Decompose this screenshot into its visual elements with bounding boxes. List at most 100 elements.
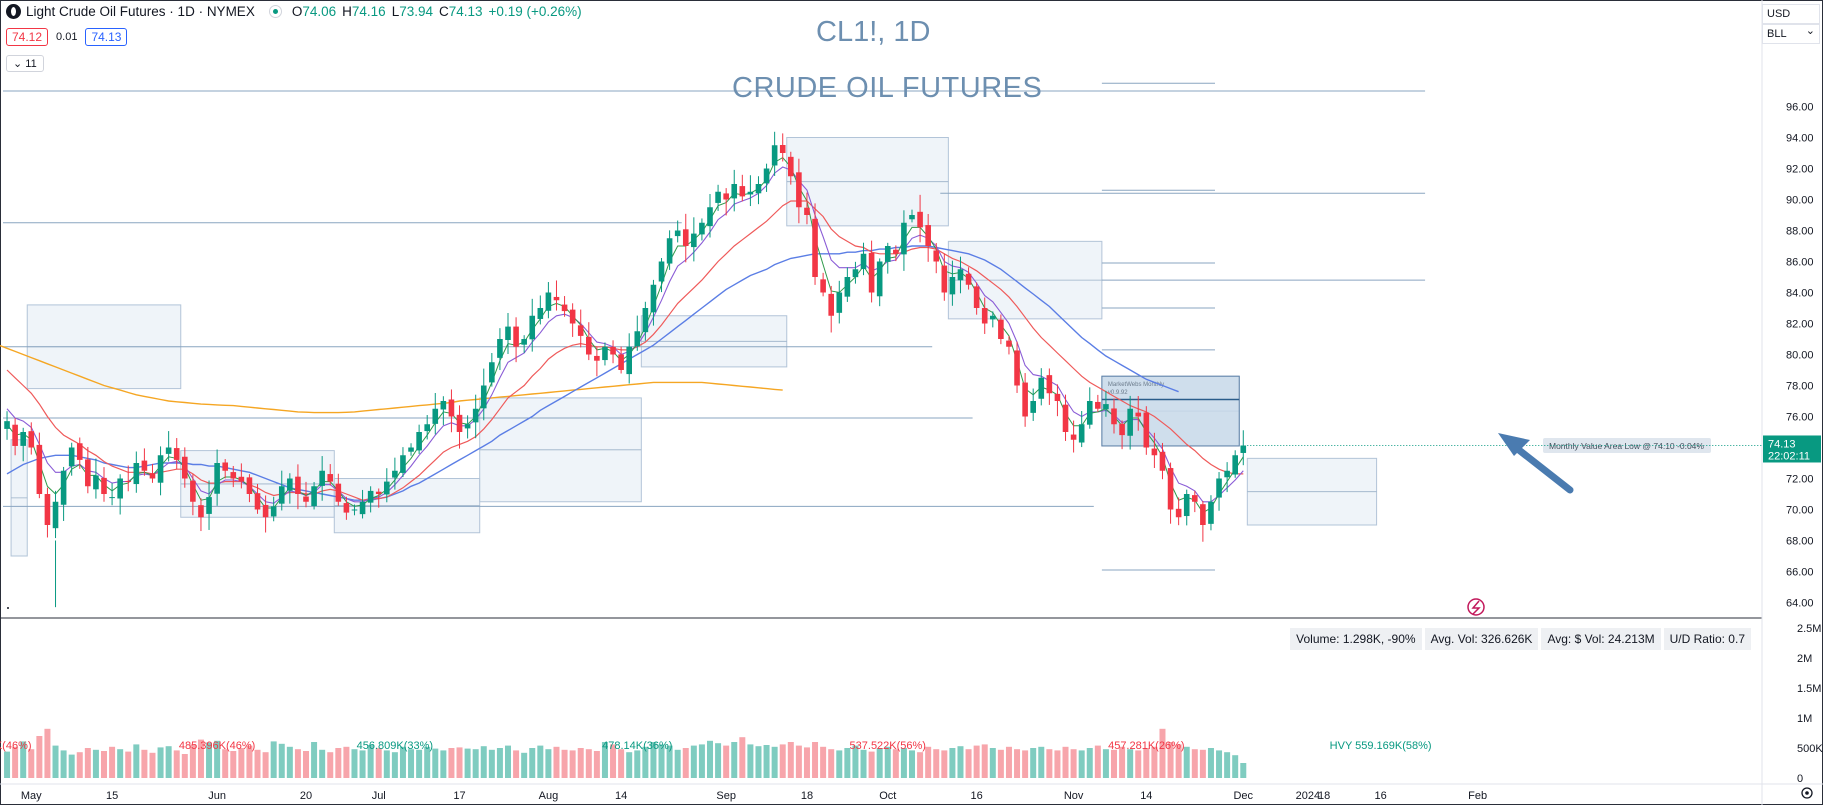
volume-bar[interactable]	[658, 744, 665, 778]
candle[interactable]	[448, 399, 455, 417]
volume-bar[interactable]	[262, 752, 269, 778]
candle[interactable]	[4, 421, 10, 429]
volume-bar[interactable]	[739, 737, 746, 778]
candle[interactable]	[1216, 478, 1222, 498]
volume-bar[interactable]	[141, 749, 148, 778]
candle[interactable]	[497, 339, 503, 358]
candle[interactable]	[1062, 404, 1069, 432]
settings-gear-icon[interactable]	[1801, 787, 1813, 799]
volume-bar[interactable]	[610, 744, 617, 778]
currency-unit-menu[interactable]: USD BLL	[1762, 4, 1820, 44]
volume-bar[interactable]	[973, 745, 980, 778]
candle[interactable]	[480, 385, 487, 409]
candle[interactable]	[1054, 393, 1061, 401]
candle[interactable]	[973, 286, 980, 308]
candle[interactable]	[844, 277, 851, 297]
volume-bar[interactable]	[965, 749, 972, 778]
candle[interactable]	[569, 309, 576, 324]
candle[interactable]	[76, 443, 83, 460]
candle[interactable]	[392, 470, 398, 478]
volume-bar[interactable]	[812, 742, 819, 778]
candle[interactable]	[432, 408, 439, 424]
volume-bar[interactable]	[311, 742, 318, 778]
candle[interactable]	[327, 474, 334, 482]
candle[interactable]	[755, 184, 762, 194]
volume-bars[interactable]: 78K(46%) 485.396K(46%) 456.809K(33%) 478.14…	[0, 728, 1432, 778]
volume-bar[interactable]	[521, 752, 528, 778]
volume-bar[interactable]	[731, 742, 738, 778]
candle[interactable]	[36, 444, 43, 494]
volume-bar[interactable]	[294, 749, 301, 778]
candle[interactable]	[876, 261, 883, 297]
candle[interactable]	[424, 424, 430, 432]
candle[interactable]	[1006, 340, 1012, 347]
volume-bar[interactable]	[197, 739, 204, 778]
candle[interactable]	[367, 490, 374, 503]
volume-bar[interactable]	[723, 745, 730, 778]
candle[interactable]	[335, 483, 342, 502]
candle[interactable]	[852, 269, 859, 278]
volume-bar[interactable]	[286, 746, 293, 778]
volume-bar[interactable]	[359, 750, 366, 778]
candle[interactable]	[941, 265, 948, 293]
volume-bar[interactable]	[1070, 749, 1077, 778]
candle[interactable]	[303, 496, 309, 502]
currency-select[interactable]: USD	[1762, 4, 1820, 24]
volume-bar[interactable]	[20, 741, 27, 778]
volume-bar[interactable]	[1111, 749, 1117, 778]
candle[interactable]	[489, 362, 495, 383]
volume-bar[interactable]	[278, 743, 285, 778]
candle[interactable]	[893, 249, 899, 254]
volume-bar[interactable]	[68, 754, 75, 778]
volume-bar[interactable]	[642, 746, 649, 778]
candle[interactable]	[254, 493, 261, 510]
volume-bar[interactable]	[432, 748, 439, 778]
volume-bar[interactable]	[593, 751, 600, 778]
volume-bar[interactable]	[165, 746, 172, 778]
candle[interactable]	[1175, 508, 1182, 518]
volume-bar[interactable]	[84, 748, 91, 778]
candle[interactable]	[190, 480, 196, 502]
candle[interactable]	[917, 211, 923, 228]
candle[interactable]	[85, 459, 91, 487]
volume-bar[interactable]	[1022, 750, 1029, 778]
volume-bar[interactable]	[569, 750, 576, 778]
candle[interactable]	[634, 331, 641, 347]
candle[interactable]	[561, 304, 568, 312]
volume-bar[interactable]	[787, 742, 794, 778]
volume-bar[interactable]	[1240, 763, 1247, 778]
volume-bar[interactable]	[238, 748, 245, 778]
volume-bar[interactable]	[1167, 742, 1174, 778]
candle[interactable]	[1086, 401, 1093, 425]
volume-bar[interactable]	[60, 750, 67, 778]
volume-bar[interactable]	[1191, 749, 1198, 778]
candle[interactable]	[1030, 401, 1036, 413]
candle[interactable]	[68, 447, 75, 467]
volume-bar[interactable]	[1216, 750, 1223, 778]
volume-bar[interactable]	[109, 746, 116, 778]
volume-bar[interactable]	[189, 744, 196, 778]
candle[interactable]	[456, 414, 463, 432]
candle[interactable]	[594, 355, 600, 361]
volume-bar[interactable]	[181, 754, 188, 778]
candle[interactable]	[359, 501, 366, 515]
candle[interactable]	[109, 497, 115, 499]
volume-bar[interactable]	[828, 749, 835, 778]
volume-bar[interactable]	[52, 745, 59, 778]
indicators-toggle-button[interactable]: ⌄ 11	[6, 55, 44, 72]
candle[interactable]	[602, 346, 608, 361]
candle[interactable]	[157, 455, 164, 483]
candle[interactable]	[981, 308, 988, 324]
volume-bar[interactable]	[1232, 755, 1239, 778]
candle[interactable]	[796, 172, 802, 208]
candle[interactable]	[384, 481, 390, 495]
candle[interactable]	[707, 207, 713, 227]
volume-bar[interactable]	[925, 746, 932, 778]
candle[interactable]	[925, 225, 931, 246]
candle[interactable]	[674, 230, 681, 237]
candles[interactable]	[4, 131, 1247, 608]
candle[interactable]	[779, 144, 786, 153]
candle[interactable]	[278, 486, 285, 504]
volume-bar[interactable]	[997, 749, 1004, 778]
volume-bar[interactable]	[440, 750, 447, 778]
